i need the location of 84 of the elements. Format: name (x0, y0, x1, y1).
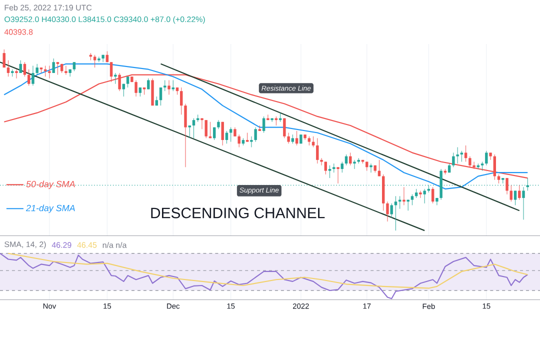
candlestick (19, 60, 22, 74)
legend-label: 21-day SMA (26, 204, 75, 213)
candlestick (56, 62, 60, 76)
candlestick (497, 174, 500, 184)
candlestick (184, 104, 187, 168)
candlestick (328, 165, 332, 178)
candlestick (460, 150, 464, 162)
candlestick (431, 186, 434, 204)
candlestick (217, 120, 220, 130)
candlestick (164, 80, 166, 92)
candlestick (489, 152, 492, 160)
candlestick (204, 120, 208, 138)
candlestick (518, 185, 521, 200)
candlestick (320, 158, 323, 166)
candlestick (2, 49, 6, 68)
candlestick (308, 136, 311, 146)
candlestick (48, 65, 51, 79)
candlestick (480, 161, 484, 172)
candlestick (93, 54, 96, 68)
candlestick (172, 80, 174, 92)
candlestick (114, 72, 117, 84)
candlestick (221, 122, 224, 146)
candlestick (15, 69, 18, 79)
candlestick (134, 80, 138, 97)
candlestick (295, 130, 298, 146)
candlestick (126, 76, 130, 88)
candlestick (229, 127, 232, 142)
annotation: DESCENDING CHANNEL (151, 208, 325, 218)
candlestick (419, 190, 422, 198)
candlestick (32, 65, 34, 86)
candlestick (316, 138, 319, 164)
candlestick (353, 160, 356, 170)
candlestick (23, 62, 26, 77)
candlestick (36, 64, 38, 76)
candlestick (291, 134, 294, 144)
candlestick (122, 84, 126, 97)
candlestick (147, 78, 150, 90)
candlestick (510, 185, 513, 202)
candlestick (6, 60, 10, 77)
candlestick (336, 166, 340, 184)
candlestick (234, 127, 236, 137)
candlestick (72, 62, 76, 72)
candlestick (262, 116, 266, 134)
candlestick (324, 161, 328, 175)
candlestick (370, 163, 372, 173)
candlestick (283, 118, 286, 138)
candlestick (390, 203, 393, 218)
candlestick (522, 186, 525, 220)
candlestick (414, 188, 418, 198)
candlestick (472, 161, 476, 170)
candlestick (98, 56, 100, 62)
candlestick (340, 161, 344, 173)
candlestick (456, 146, 459, 164)
candlestick (468, 156, 472, 168)
candlestick (410, 194, 414, 206)
candlestick (506, 178, 508, 195)
candlestick (68, 69, 72, 77)
candlestick (423, 188, 426, 204)
candlestick (287, 132, 290, 144)
candlestick (159, 87, 162, 106)
candlestick (402, 186, 406, 206)
candlestick (192, 118, 196, 138)
candlestick (64, 65, 68, 76)
candlestick (246, 132, 249, 142)
candlestick (180, 87, 183, 115)
candlestick (168, 80, 170, 95)
candlestick (266, 114, 270, 120)
candlestick (250, 136, 253, 148)
candlestick (254, 127, 257, 142)
candlestick (52, 58, 55, 74)
candlestick (485, 150, 488, 166)
candlestick (366, 161, 368, 172)
candlestick (188, 125, 191, 138)
candlestick (102, 54, 104, 62)
candlestick (386, 201, 389, 222)
candlestick (332, 163, 336, 173)
legend-label: 50-day SMA (26, 180, 75, 190)
candlestick (514, 190, 517, 206)
candlestick (394, 196, 398, 231)
candlestick (452, 152, 455, 168)
candlestick (464, 145, 468, 162)
candlestick (238, 134, 240, 148)
candlestick (27, 69, 30, 86)
candlestick (436, 198, 438, 206)
